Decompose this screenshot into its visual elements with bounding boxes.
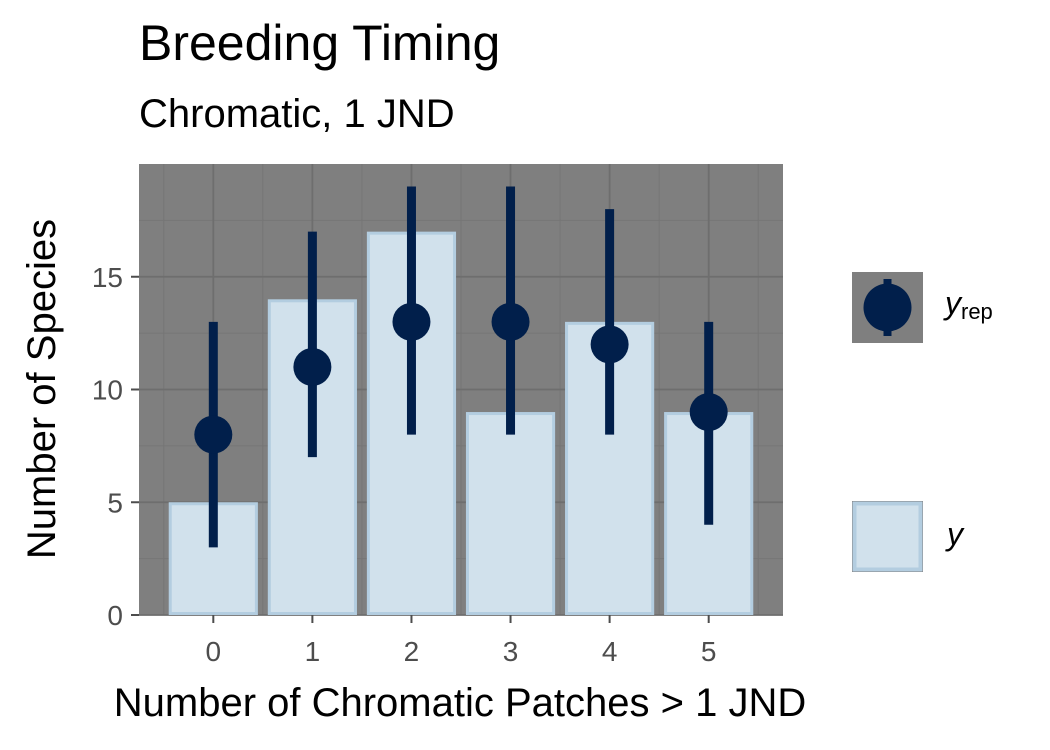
- bar: [465, 412, 556, 615]
- y-axis-label: Number of Species: [20, 219, 64, 559]
- point: [194, 415, 233, 454]
- chart-subtitle: Chromatic, 1 JND: [139, 92, 455, 136]
- point: [491, 302, 530, 341]
- legend-label-y: y: [945, 516, 965, 552]
- point: [293, 347, 332, 386]
- legend-label-yrep: yrep: [943, 285, 993, 324]
- legend-key-y: [852, 501, 923, 572]
- x-tick-label: 0: [206, 636, 222, 667]
- y-tick-label: 15: [92, 262, 123, 293]
- point: [590, 325, 629, 364]
- y-tick-label: 0: [107, 600, 123, 631]
- x-axis-label: Number of Chromatic Patches > 1 JND: [114, 681, 806, 725]
- point: [689, 393, 728, 432]
- legend-yrep-subscript: rep: [961, 299, 993, 324]
- y-tick-label: 10: [92, 375, 123, 406]
- chart-title: Breeding Timing: [139, 15, 501, 71]
- x-tick-label: 1: [305, 636, 321, 667]
- x-tick-label: 3: [503, 636, 519, 667]
- x-tick-label: 5: [701, 636, 717, 667]
- x-tick-label: 2: [404, 636, 420, 667]
- point: [392, 302, 431, 341]
- y-tick-label: 5: [107, 487, 123, 518]
- legend-yrep-point: [863, 283, 912, 332]
- x-tick-label: 4: [602, 636, 618, 667]
- legend-yrep-symbol: y: [943, 285, 963, 321]
